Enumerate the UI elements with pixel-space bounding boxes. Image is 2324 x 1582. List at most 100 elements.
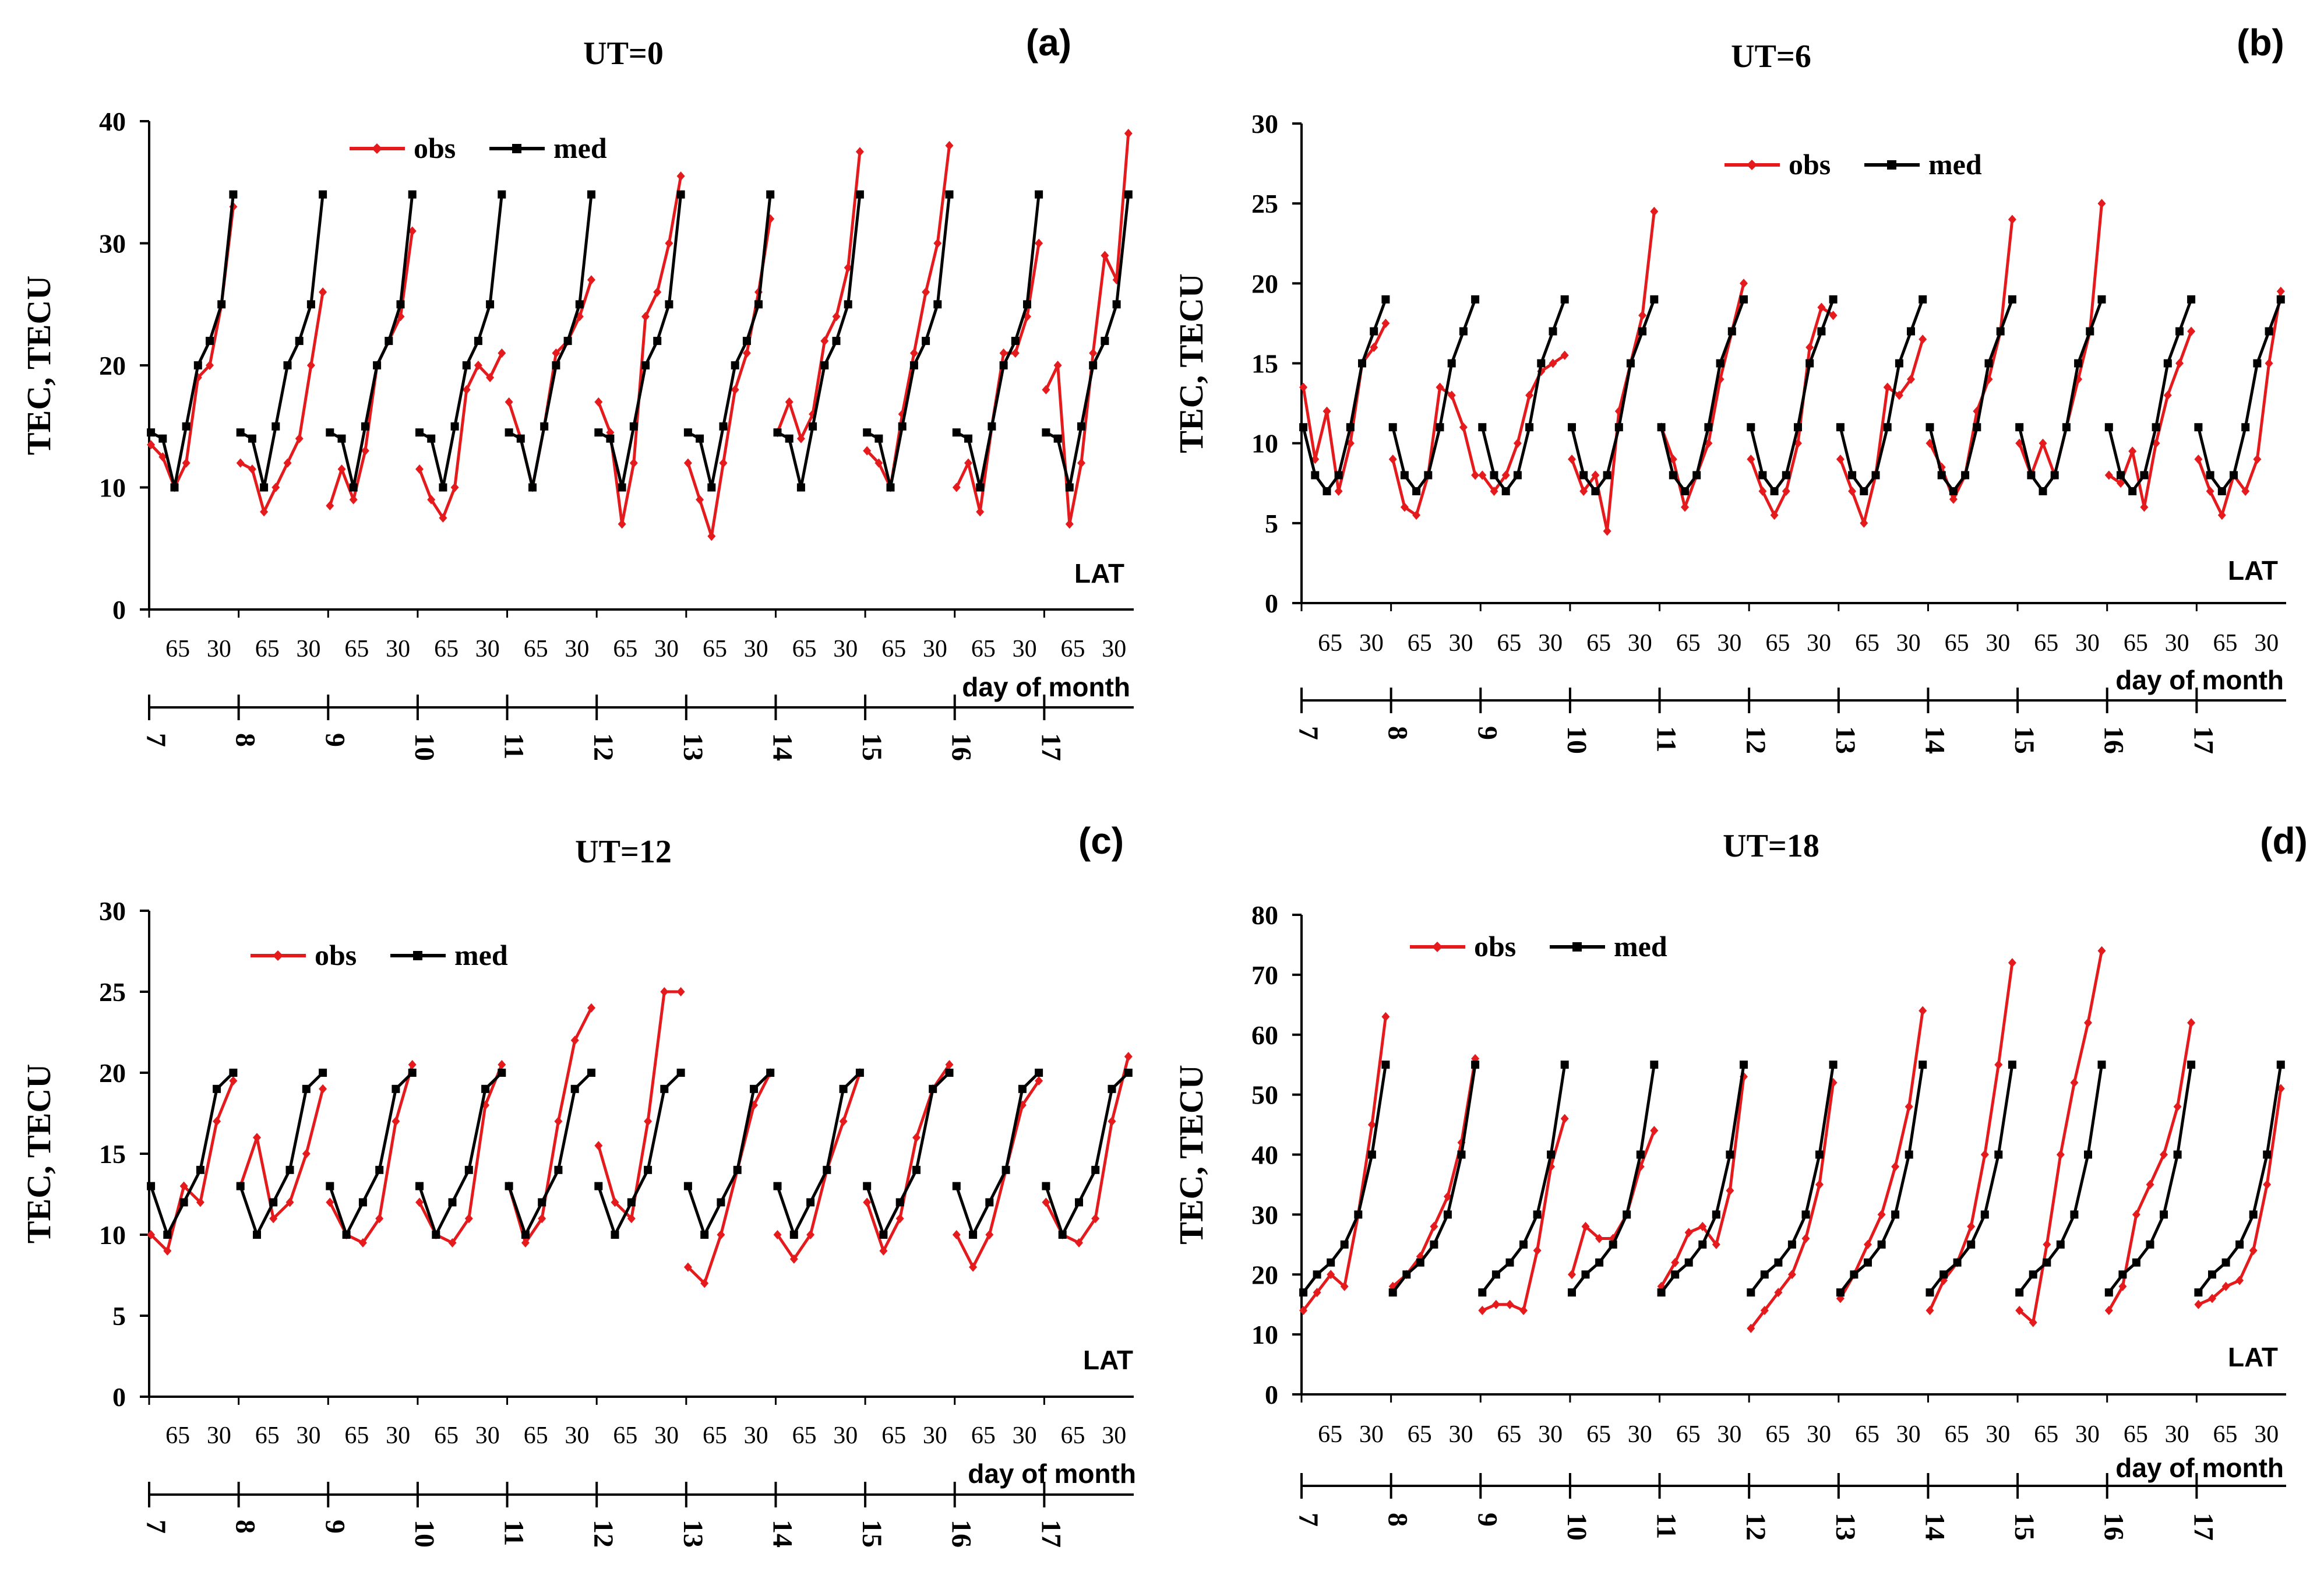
- data-point-obs: [1505, 1299, 1514, 1309]
- data-point-med: [1684, 1258, 1693, 1267]
- data-point-med: [1525, 423, 1534, 432]
- day-axis-label: day of month: [2115, 1453, 2284, 1483]
- lat-tick-label: 30: [1628, 1421, 1652, 1448]
- data-point-med: [627, 1198, 636, 1207]
- data-point-med: [2074, 359, 2083, 368]
- day-tick-label: 10: [1561, 1513, 1592, 1541]
- day-tick-label: 14: [767, 733, 798, 761]
- data-point-med: [213, 1084, 221, 1093]
- data-point-med: [2117, 471, 2125, 480]
- data-point-med: [1436, 423, 1444, 432]
- data-point-med: [2276, 295, 2285, 304]
- data-point-med: [1035, 1069, 1043, 1077]
- data-point-obs: [260, 507, 269, 517]
- data-point-obs: [2253, 454, 2262, 464]
- lat-tick-label: 65: [703, 1422, 727, 1449]
- day-tick-label: 7: [1293, 726, 1324, 740]
- data-point-obs: [147, 1230, 156, 1239]
- lat-tick-label: 65: [2124, 1421, 2148, 1448]
- data-point-med: [660, 1084, 669, 1093]
- data-point-med: [809, 422, 817, 431]
- data-point-med: [879, 1231, 888, 1239]
- data-point-med: [665, 300, 673, 309]
- data-point-obs: [1740, 279, 1748, 288]
- data-point-obs: [1011, 348, 1020, 358]
- panel-d: UT=18 (d) 0 10 20 30 40 50 60 70 80 TEC, TECU LAT 65 3…: [1172, 820, 2308, 1541]
- lat-tick-label: 30: [654, 1422, 679, 1449]
- day-tick-label: 16: [2099, 726, 2129, 754]
- y-tick-label: 30: [1251, 109, 1278, 139]
- data-point-med: [147, 428, 156, 437]
- day-tick-label: 10: [1561, 726, 1592, 754]
- data-point-med: [2241, 423, 2250, 432]
- lat-tick-label: 65: [1765, 630, 1790, 657]
- data-point-med: [1850, 1270, 1859, 1279]
- data-point-med: [2029, 1270, 2037, 1279]
- day-tick-label: 17: [1035, 1520, 1066, 1548]
- data-point-obs: [1726, 1186, 1734, 1196]
- data-point-obs: [1829, 311, 1838, 320]
- lat-axis-label: LAT: [2228, 555, 2278, 586]
- data-point-med: [1681, 487, 1689, 495]
- data-point-obs: [448, 1238, 457, 1248]
- data-point-obs: [1089, 348, 1098, 358]
- data-point-obs: [2117, 478, 2125, 488]
- series-line-med: [508, 194, 593, 489]
- data-point-med: [1829, 295, 1838, 304]
- panel-a: UT=0 (a) 0 10 20 30 40 TEC, TECU LAT 65 30 65 30 65 30…: [20, 22, 1134, 761]
- lat-tick-label: 65: [255, 636, 280, 663]
- data-point-med: [1089, 361, 1098, 369]
- data-point-med: [1953, 1258, 1962, 1267]
- lat-tick-label: 65: [434, 636, 459, 663]
- lat-tick-label: 65: [1061, 636, 1085, 663]
- data-point-obs: [1400, 502, 1409, 512]
- data-point-med: [1671, 1270, 1680, 1279]
- y-tick-label: 30: [99, 229, 126, 259]
- day-tick-label: 7: [140, 733, 171, 747]
- data-point-med: [855, 1069, 864, 1077]
- lat-tick-label: 65: [524, 1422, 548, 1449]
- data-point-med: [1560, 1060, 1569, 1069]
- day-tick-label: 9: [319, 733, 350, 747]
- data-point-med: [538, 1198, 546, 1207]
- y-tick-label: 15: [99, 1139, 126, 1169]
- data-point-med: [319, 1069, 327, 1077]
- legend-obs-label: obs: [414, 132, 456, 164]
- data-point-obs: [1747, 454, 1755, 464]
- data-point-med: [2265, 327, 2273, 336]
- y-axis-label: TEC, TECU: [20, 276, 58, 455]
- series-line-obs: [597, 175, 683, 526]
- y-tick-label: 70: [1251, 960, 1278, 990]
- day-axis-label: day of month: [2115, 665, 2284, 695]
- data-point-obs: [1787, 1270, 1796, 1280]
- data-point-med: [1402, 1270, 1411, 1279]
- data-point-obs: [844, 263, 852, 273]
- y-tick-label: 50: [1251, 1080, 1278, 1110]
- series-line-med: [1928, 1064, 2014, 1294]
- data-point-med: [193, 361, 202, 369]
- data-point-med: [1042, 428, 1050, 437]
- lat-tick-label: 65: [703, 636, 727, 663]
- data-point-med: [2050, 471, 2059, 480]
- day-tick-label: 7: [1293, 1513, 1324, 1527]
- data-point-med: [969, 1231, 978, 1239]
- data-point-med: [1412, 487, 1421, 495]
- lat-tick-label: 30: [1807, 630, 1831, 657]
- data-point-med: [392, 1084, 400, 1093]
- data-point-obs: [2097, 199, 2106, 209]
- data-point-med: [439, 483, 447, 492]
- data-point-obs: [2070, 1078, 2079, 1087]
- data-point-med: [1108, 1084, 1116, 1093]
- data-point-obs: [229, 1076, 238, 1086]
- data-point-obs: [1980, 1150, 1989, 1160]
- lat-tick-label: 65: [524, 636, 548, 663]
- data-point-med: [196, 1165, 204, 1174]
- data-point-med: [874, 434, 883, 443]
- lat-tick-label: 65: [1318, 1421, 1342, 1448]
- series-line-obs: [1481, 354, 1566, 493]
- data-point-med: [676, 1069, 685, 1077]
- data-point-obs: [1101, 251, 1109, 260]
- data-point-med: [361, 422, 369, 431]
- data-point-med: [2276, 1060, 2285, 1069]
- lat-tick-label: 30: [1896, 630, 1921, 657]
